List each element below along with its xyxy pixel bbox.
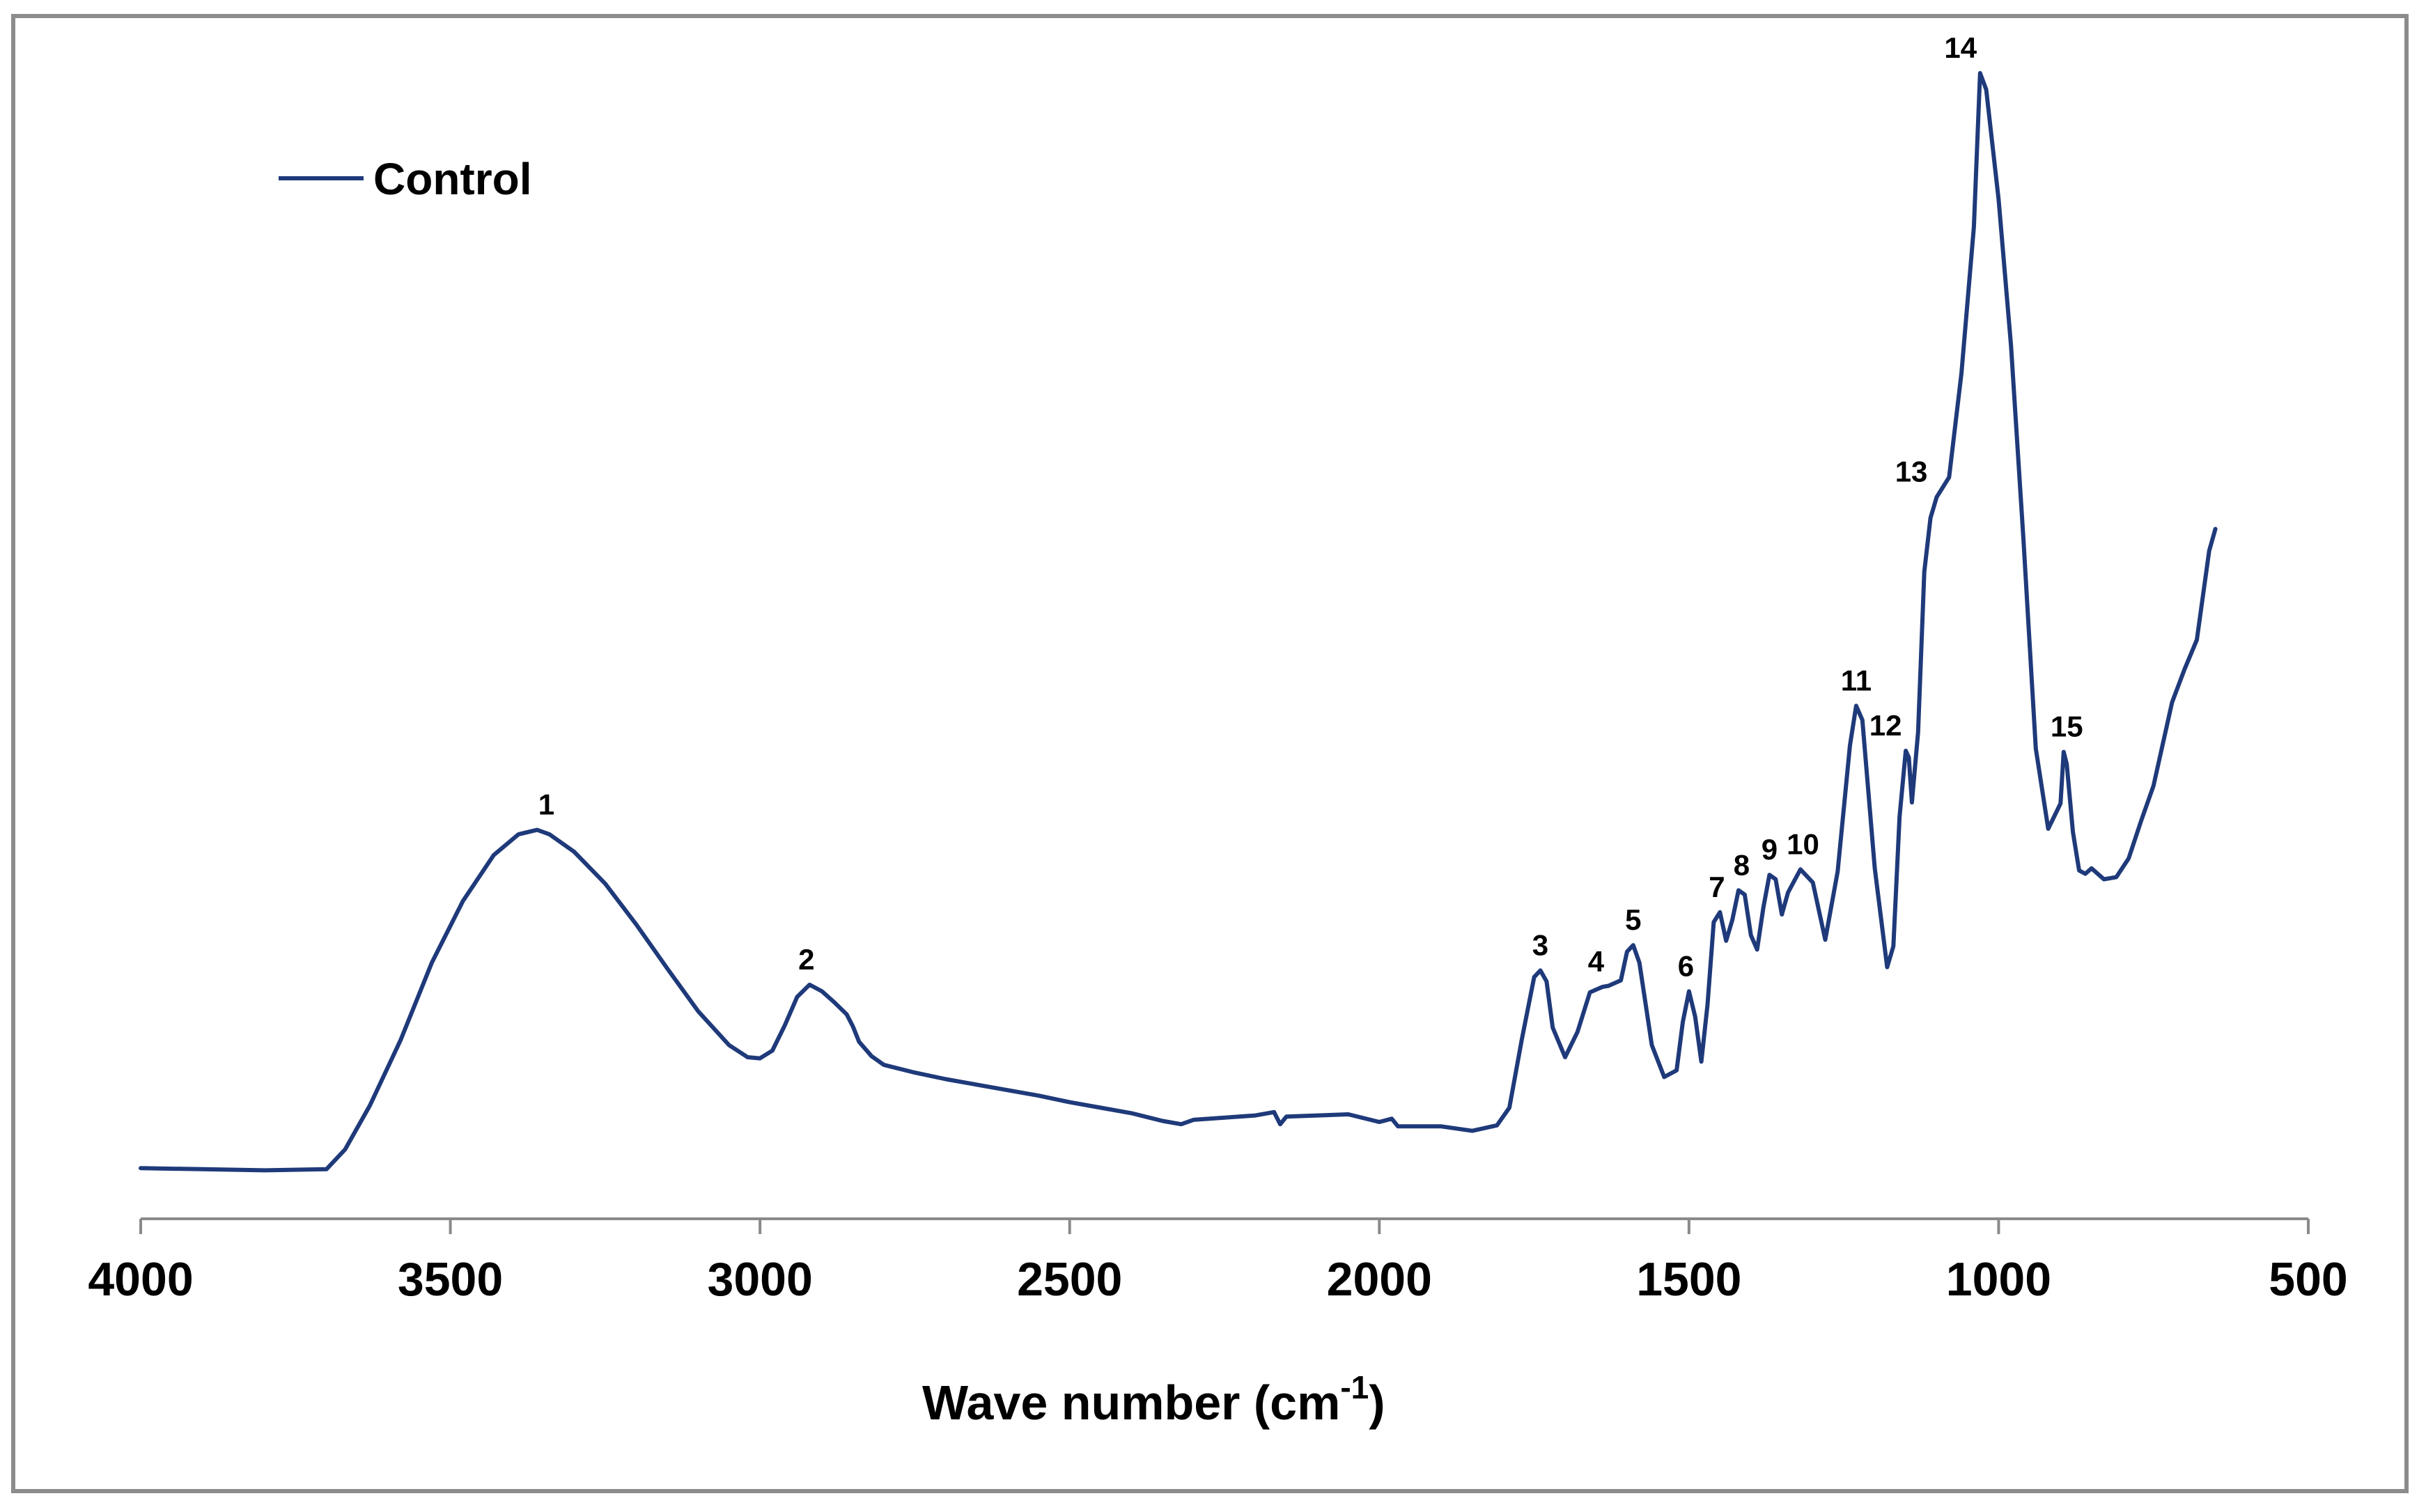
peak-label-11: 11 — [1841, 664, 1872, 696]
series-line-control — [139, 71, 2218, 1173]
x-tick-label: 4000 — [88, 1253, 193, 1306]
peak-label-1: 1 — [538, 788, 554, 821]
x-tick-label: 2500 — [1017, 1253, 1122, 1306]
x-axis-title: Wave number (cm-1) — [922, 1369, 1385, 1430]
x-axis-title-close: ) — [1369, 1375, 1385, 1430]
peak-label-7: 7 — [1709, 871, 1725, 903]
peak-label-13: 13 — [1895, 455, 1928, 488]
peak-label-14: 14 — [1944, 31, 1977, 64]
peak-label-9: 9 — [1762, 833, 1778, 866]
x-axis-title-superscript: -1 — [1340, 1369, 1369, 1405]
peak-label-6: 6 — [1678, 949, 1694, 982]
peak-label-3: 3 — [1532, 928, 1548, 961]
chart-frame: Control 4000 3500 3000 2500 2000 1500 1000 500 … — [11, 14, 2409, 1493]
peak-label-5: 5 — [1625, 903, 1641, 936]
x-tick-label: 1500 — [1636, 1253, 1741, 1306]
x-tick-label: 2000 — [1327, 1253, 1432, 1306]
peak-label-12: 12 — [1869, 709, 1902, 742]
ftir-chart: Control 4000 3500 3000 2500 2000 1500 1000 500 … — [88, 31, 2348, 1430]
peak-label-15: 15 — [2051, 710, 2083, 743]
legend-label: Control — [373, 154, 532, 204]
x-axis-ticks: 4000 3500 3000 2500 2000 1500 1000 500 — [88, 1219, 2348, 1306]
peak-label-2: 2 — [798, 943, 814, 976]
x-tick-label: 3500 — [398, 1253, 503, 1306]
peak-label-10: 10 — [1787, 827, 1819, 860]
x-tick-label: 1000 — [1946, 1253, 2051, 1306]
x-tick-label: 500 — [2269, 1253, 2347, 1306]
peak-label-8: 8 — [1734, 848, 1750, 881]
x-tick-label: 3000 — [708, 1253, 813, 1306]
peak-label-4: 4 — [1588, 945, 1605, 978]
